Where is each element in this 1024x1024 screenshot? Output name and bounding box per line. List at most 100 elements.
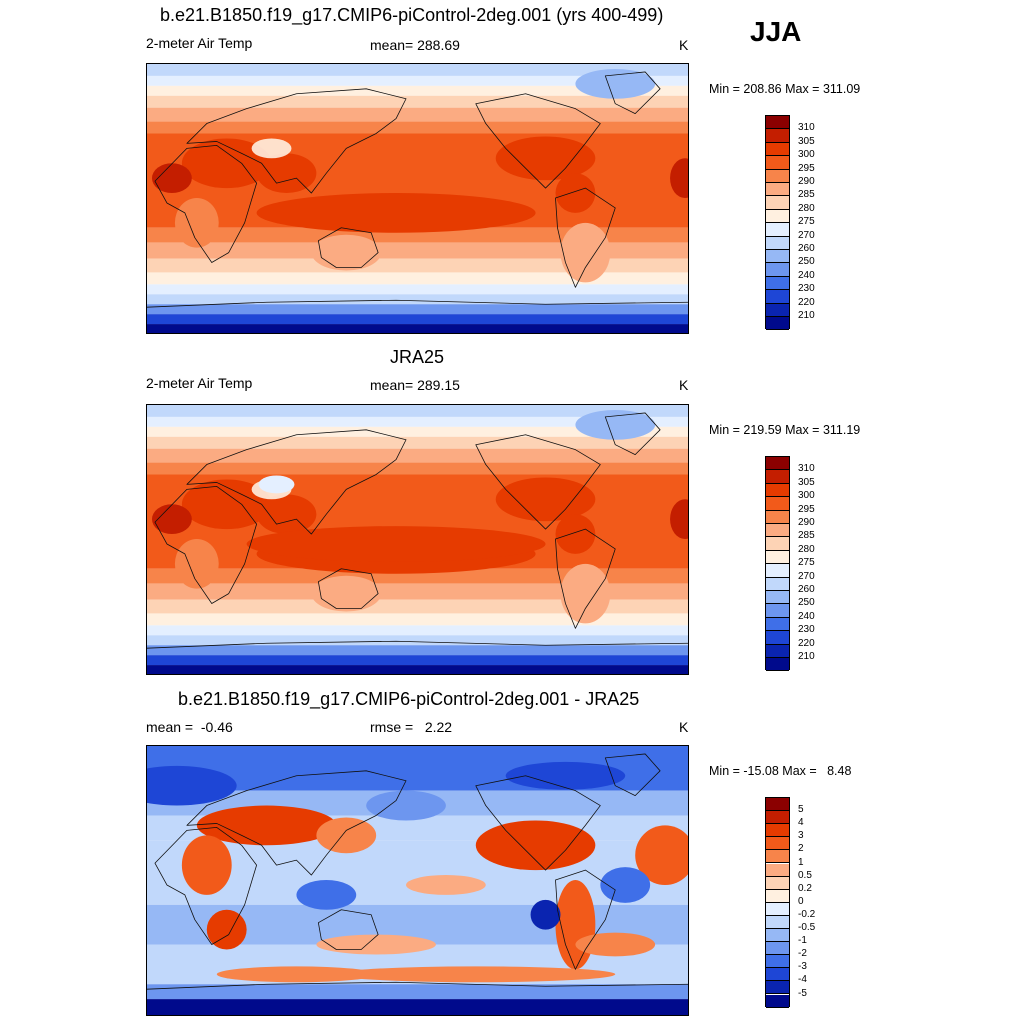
colorbar-tick-label: 210 [798, 651, 815, 662]
panel-3-colorbar: 5 4 3 2 1 0.5 0.2 0 -0.2 -0.5 -1 -2 -3 -4 -5 [765, 797, 815, 1008]
temperature-band [147, 95, 688, 108]
temperature-band [147, 984, 688, 1000]
colorbar-swatch [766, 863, 789, 877]
colorbar-tick-label: 220 [798, 637, 815, 649]
colorbar-tick-label: -0.5 [798, 922, 816, 933]
field-feature [174, 198, 219, 248]
colorbar-swatch [766, 889, 789, 903]
colorbar-swatch [766, 550, 789, 565]
colorbar-tick-label: 270 [798, 570, 815, 582]
field-feature [495, 477, 596, 522]
coastline [555, 528, 616, 629]
panel-1-map [146, 63, 689, 334]
panel-3-rmse-label: rmse = 2.22 [370, 719, 453, 735]
field-feature [316, 817, 377, 854]
field-feature [670, 158, 688, 198]
temperature-band [147, 665, 688, 674]
temperature-band [147, 645, 688, 656]
field-feature [196, 805, 337, 846]
colorbar-swatch [766, 524, 789, 538]
field-feature [560, 222, 611, 283]
colorbar-tick-label: 275 [798, 557, 815, 569]
panel-2-units: K [679, 377, 689, 393]
field-feature [555, 514, 596, 554]
colorbar-tick-label: 305 [798, 135, 815, 147]
temperature-band [147, 314, 688, 325]
colorbar-tick-label: -3 [798, 961, 807, 973]
field-feature [181, 138, 272, 189]
colorbar-swatch [766, 537, 789, 551]
colorbar-swatch [766, 483, 789, 498]
temperature-band [147, 436, 688, 449]
colorbar-swatch [766, 968, 789, 982]
coastline [604, 753, 661, 797]
colorbar-swatch [766, 644, 789, 658]
temperature-band [147, 64, 688, 76]
field-feature [151, 504, 192, 535]
colorbar-swatch [766, 824, 789, 838]
colorbar-tick-label: 295 [798, 162, 815, 174]
colorbar-swatch [766, 196, 789, 210]
temperature-band [147, 324, 688, 333]
colorbar-swatch [766, 183, 789, 197]
field-feature [311, 575, 382, 612]
colorbar-tick-label: 305 [798, 476, 815, 488]
colorbar-swatch [766, 290, 789, 304]
field-feature [670, 499, 688, 539]
field-feature [366, 790, 446, 821]
colorbar-swatch [766, 994, 789, 1008]
colorbar-frame [765, 456, 790, 672]
coastline [604, 71, 661, 115]
panel-3-mean-label: mean = -0.46 [146, 719, 233, 735]
colorbar-tick-label: 285 [798, 530, 815, 542]
colorbar-tick-label: 220 [798, 296, 815, 308]
colorbar-swatch [766, 617, 789, 632]
coastline [317, 909, 379, 950]
temperature-band [147, 284, 688, 295]
colorbar-tick-label: -4 [798, 974, 807, 986]
colorbar-swatch [766, 263, 789, 277]
panel-2-minmax: Min = 219.59 Max = 311.19 [709, 423, 861, 437]
field-feature [635, 825, 688, 885]
colorbar-swatch [766, 497, 789, 511]
colorbar-tick-label: 0.5 [798, 869, 812, 881]
coastline [604, 412, 661, 456]
field-feature [246, 526, 546, 562]
colorbar-tick-label: 310 [798, 122, 815, 134]
panel-3-title: b.e21.B1850.f19_g17.CMIP6-piControl-2deg… [178, 689, 640, 709]
colorbar-tick-label: 230 [798, 283, 815, 295]
field-feature [555, 173, 596, 213]
colorbar-tick-label: 240 [798, 610, 815, 622]
field-feature [251, 138, 292, 159]
colorbar-tick-label: 260 [798, 584, 815, 595]
colorbar-swatch [766, 591, 789, 605]
colorbar-tick-label: 285 [798, 189, 815, 201]
coastline [154, 485, 257, 604]
colorbar-tick-label: 2 [798, 843, 804, 855]
colorbar-tick-label: 3 [798, 830, 804, 842]
colorbar-swatch [766, 317, 789, 331]
colorbar-swatch [766, 811, 789, 825]
colorbar-swatch [766, 142, 789, 157]
coastline [317, 568, 379, 609]
colorbar-swatch [766, 169, 789, 183]
colorbar-tick-label: 250 [798, 256, 815, 268]
temperature-band [147, 625, 688, 636]
colorbar-tick-label: 210 [798, 310, 815, 321]
colorbar-swatch [766, 876, 789, 890]
colorbar-swatch [766, 209, 789, 224]
colorbar-tick-label: 270 [798, 229, 815, 241]
colorbar-swatch [766, 457, 789, 471]
colorbar-swatch [766, 470, 789, 484]
colorbar-tick-label: 260 [798, 243, 815, 254]
coastline [154, 826, 257, 945]
temperature-band [147, 304, 688, 315]
panel-3-minmax: Min = -15.08 Max = 8.48 [709, 764, 852, 778]
colorbar-swatch [766, 850, 789, 864]
colorbar-swatch [766, 981, 789, 995]
colorbar-swatch [766, 223, 789, 237]
colorbar-tick-label: 310 [798, 463, 815, 475]
panel-2-mean-label: mean= 289.15 [370, 377, 460, 393]
temperature-band [147, 655, 688, 666]
coastline [154, 144, 257, 263]
